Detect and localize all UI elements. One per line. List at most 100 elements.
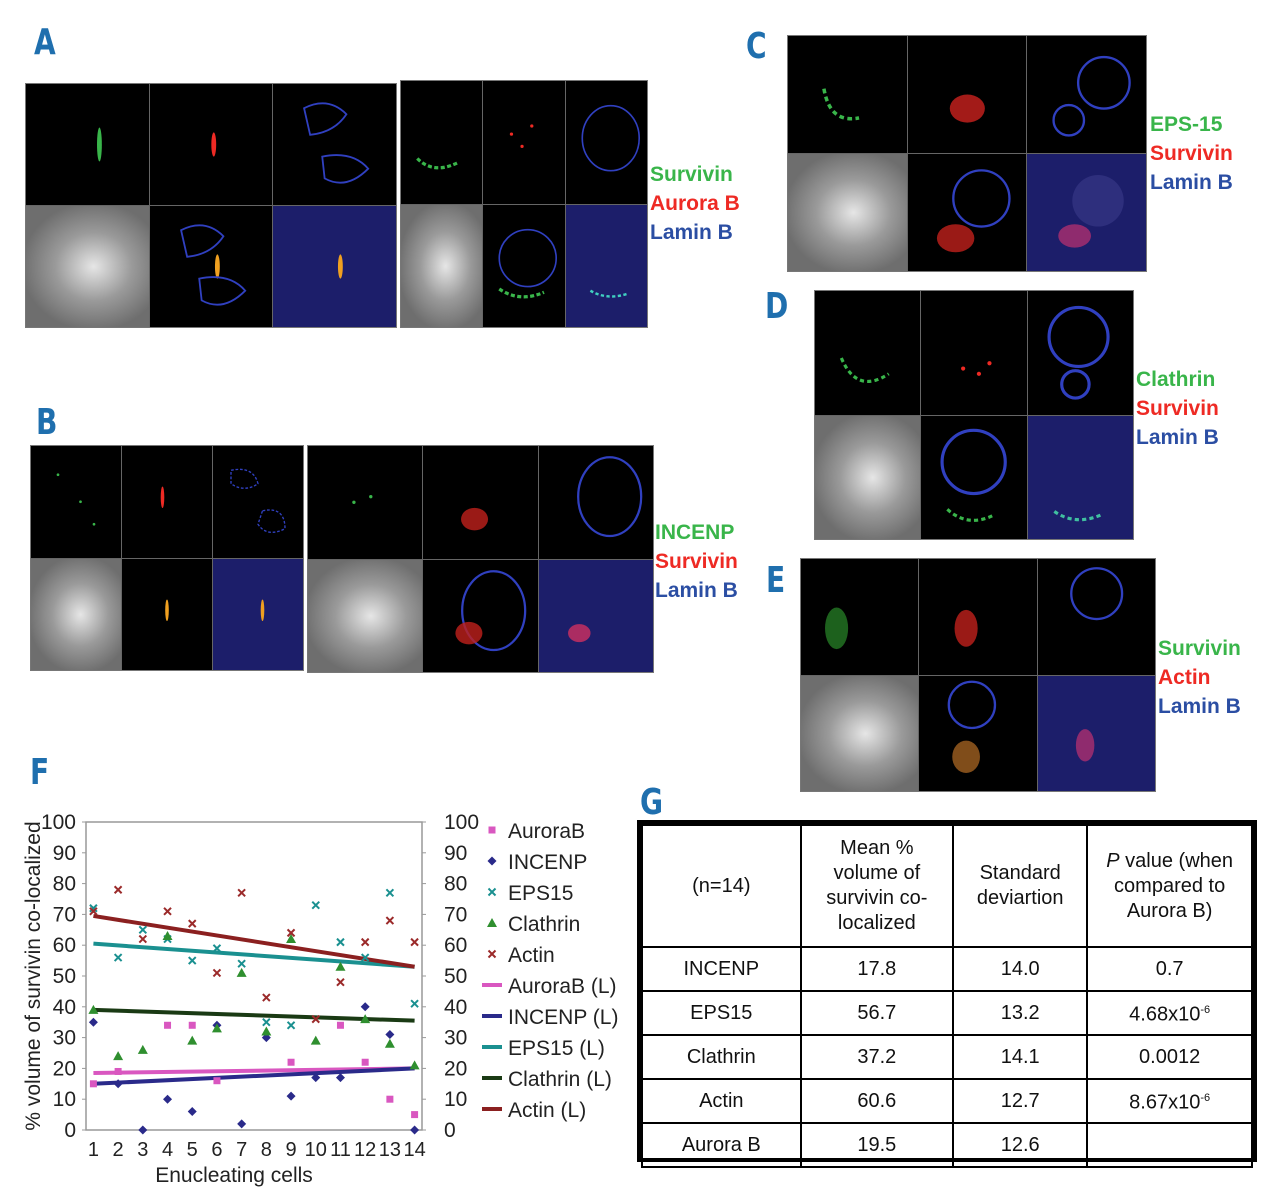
dic-image xyxy=(788,154,907,271)
trendline xyxy=(93,1007,415,1023)
green-channel-image xyxy=(308,446,423,559)
y2-tick-label: 70 xyxy=(444,903,467,926)
row-p-value xyxy=(1086,1122,1253,1168)
red-channel-image xyxy=(423,446,538,559)
row-p-value: 4.68x10-6 xyxy=(1086,990,1253,1036)
y-tick-label: 100 xyxy=(41,811,76,834)
x-tick-label: 14 xyxy=(403,1139,425,1161)
merge-image xyxy=(483,204,565,327)
blue-channel-image xyxy=(273,84,396,205)
panel-letter-b: B xyxy=(36,402,58,443)
x-tick-label: 13 xyxy=(379,1139,401,1161)
data-point xyxy=(237,959,246,968)
data-point xyxy=(138,934,148,944)
data-point xyxy=(385,1030,395,1040)
y2-tick-label: 80 xyxy=(444,873,467,896)
y-tick-label: 0 xyxy=(64,1119,76,1142)
data-point xyxy=(164,1021,172,1029)
data-point xyxy=(286,1091,296,1101)
x-tick-label: 5 xyxy=(187,1139,198,1161)
merge-dic-image xyxy=(273,206,396,327)
blue-channel-image xyxy=(565,81,647,204)
data-point xyxy=(410,937,419,947)
legend-c-red: Survivin xyxy=(1150,142,1233,165)
data-point xyxy=(188,1021,196,1029)
panel-letter-a: A xyxy=(34,22,56,63)
row-sd: 14.1 xyxy=(952,1034,1089,1080)
micrograph-grid-b-left xyxy=(30,445,304,671)
legend-marker xyxy=(487,949,497,959)
row-name: Aurora B xyxy=(641,1122,802,1168)
data-point xyxy=(311,1014,320,1024)
table-row: INCENP 17.8 14.0 0.7 xyxy=(641,946,1253,992)
x-tick-label: 11 xyxy=(330,1139,351,1161)
green-channel-image xyxy=(815,291,921,415)
p-value-base: 0.0012 xyxy=(1139,1045,1201,1068)
data-point xyxy=(335,1073,345,1083)
row-name: EPS15 xyxy=(641,990,802,1036)
data-point xyxy=(336,937,345,947)
green-channel-image xyxy=(26,84,149,205)
micrograph-grid-b-right xyxy=(307,445,654,673)
data-point xyxy=(162,930,173,940)
red-channel-image xyxy=(921,291,1027,415)
legend-c-blue: Lamin B xyxy=(1150,171,1233,194)
x-tick-label: 4 xyxy=(162,1139,173,1161)
data-point xyxy=(213,1077,221,1085)
data-point xyxy=(113,885,123,894)
row-mean: 56.7 xyxy=(799,990,955,1036)
row-sd: 13.2 xyxy=(952,990,1089,1036)
dic-image xyxy=(308,559,423,672)
y2-tick-label: 60 xyxy=(444,934,467,957)
merge-dic-image xyxy=(1037,675,1155,791)
merge-image xyxy=(919,675,1037,791)
legend-label: AuroraB (L) xyxy=(508,975,617,998)
blue-channel-image xyxy=(1027,291,1133,415)
micrograph-grid-d xyxy=(814,290,1134,540)
data-point xyxy=(360,953,370,962)
legend-d-red: Survivin xyxy=(1136,397,1219,420)
legend-e: Survivin Actin Lamin B xyxy=(1158,634,1241,721)
header-p-italic: P xyxy=(1106,849,1120,872)
legend-marker xyxy=(488,826,496,834)
merge-dic-image xyxy=(1027,415,1133,539)
row-name: Actin xyxy=(641,1078,802,1124)
row-p-value: 0.7 xyxy=(1086,946,1253,992)
green-channel-image xyxy=(801,559,919,675)
table-header-row: (n=14) Mean % volume of survivin co-loca… xyxy=(641,824,1253,948)
data-point xyxy=(409,1060,420,1070)
data-point xyxy=(211,1023,222,1033)
table-row: EPS15 56.7 13.2 4.68x10-6 xyxy=(641,990,1253,1036)
y-tick-label: 30 xyxy=(53,1027,76,1050)
row-mean: 60.6 xyxy=(799,1078,955,1124)
data-point xyxy=(310,1035,321,1045)
data-point xyxy=(137,1044,148,1054)
merge-dic-image xyxy=(565,204,647,327)
data-point xyxy=(262,1017,271,1027)
data-point xyxy=(261,1026,272,1036)
merge-image xyxy=(907,154,1027,271)
header-sd: Standard deviartion xyxy=(952,824,1089,948)
row-mean: 19.5 xyxy=(799,1122,955,1168)
data-point xyxy=(360,937,370,947)
x-axis-label: Enucleating cells xyxy=(155,1164,313,1187)
table-row: Actin 60.6 12.7 8.67x10-6 xyxy=(641,1078,1253,1124)
blue-channel-image xyxy=(213,446,303,558)
trendline xyxy=(93,941,415,969)
legend-b-green: INCENP xyxy=(655,521,735,544)
panel-letter-e: E xyxy=(766,560,786,601)
y-axis-label: % volume of survivin co-localized xyxy=(22,821,45,1130)
green-channel-image xyxy=(31,446,121,558)
legend-c: EPS-15 Survivin Lamin B xyxy=(1150,110,1233,197)
data-point xyxy=(113,953,123,962)
legend-a-blue: Lamin B xyxy=(650,221,733,244)
data-point xyxy=(286,928,296,938)
dic-image xyxy=(801,675,919,791)
row-mean: 37.2 xyxy=(799,1034,955,1080)
legend-d: Clathrin Survivin Lamin B xyxy=(1136,365,1219,452)
legend-label: AuroraB xyxy=(508,820,585,843)
legend-e-green: Survivin xyxy=(1158,637,1241,660)
data-point xyxy=(410,1125,420,1135)
data-point xyxy=(163,907,172,916)
data-point xyxy=(311,900,320,910)
